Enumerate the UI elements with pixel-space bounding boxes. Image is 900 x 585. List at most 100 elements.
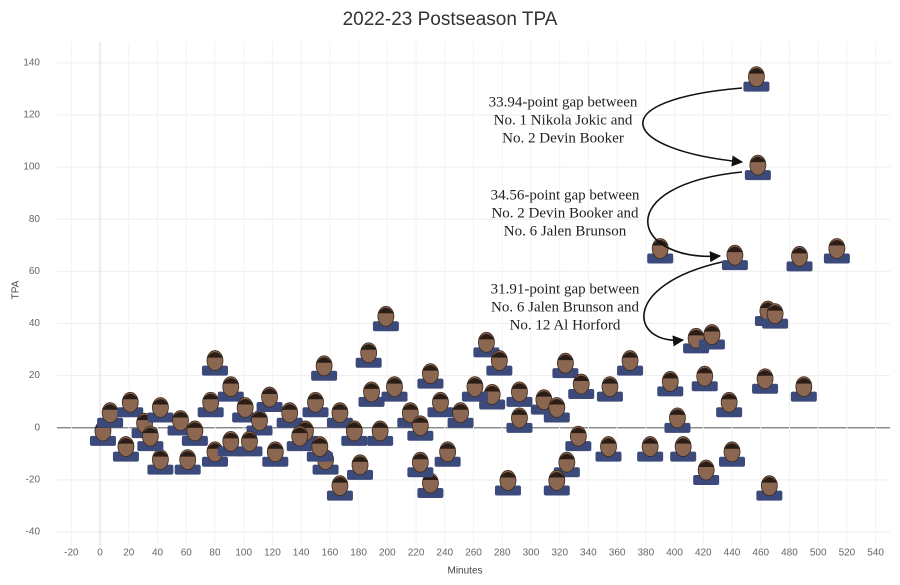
player-point bbox=[201, 350, 228, 376]
player-point bbox=[174, 449, 201, 475]
x-tick-label: 360 bbox=[609, 548, 626, 559]
x-tick-label: 500 bbox=[810, 548, 827, 559]
hair bbox=[622, 352, 639, 358]
player-point bbox=[326, 475, 353, 501]
hair bbox=[511, 383, 528, 389]
hair bbox=[511, 409, 528, 415]
y-tick-label: -40 bbox=[26, 527, 41, 538]
annotation-line: No. 12 Al Horford bbox=[510, 317, 621, 333]
annotation-line: 34.56-point gap between bbox=[491, 187, 640, 203]
chart-title: 2022-23 Postseason TPA bbox=[343, 9, 558, 30]
player-point bbox=[486, 350, 513, 376]
player-point bbox=[355, 342, 382, 368]
player-point bbox=[167, 410, 194, 436]
grid: -40 -20 0 20 40 60 80 100 120 140 -20 0 20 40 60 80 100 1… bbox=[23, 42, 890, 559]
player-point bbox=[367, 420, 394, 446]
player-point bbox=[181, 420, 208, 446]
x-tick-label: 100 bbox=[235, 548, 252, 559]
hair bbox=[662, 372, 679, 379]
player-point bbox=[341, 420, 368, 446]
hair bbox=[346, 422, 363, 428]
hair bbox=[222, 432, 239, 439]
hair bbox=[186, 422, 203, 428]
y-tick-label: 40 bbox=[29, 318, 41, 329]
player-point bbox=[347, 454, 374, 480]
annotation-line: No. 6 Jalen Brunson bbox=[504, 223, 627, 239]
hair bbox=[179, 451, 196, 457]
player-point bbox=[752, 368, 779, 394]
player-point bbox=[137, 425, 164, 452]
hair bbox=[548, 471, 565, 478]
y-tick-label: 120 bbox=[23, 110, 40, 121]
arrow bbox=[646, 171, 743, 263]
hair bbox=[570, 427, 587, 434]
hair bbox=[241, 432, 258, 439]
hair bbox=[675, 438, 692, 444]
x-tick-label: -20 bbox=[64, 548, 79, 559]
player-point bbox=[664, 407, 691, 433]
hair bbox=[749, 156, 766, 163]
hair bbox=[721, 393, 738, 400]
y-tick-label: 80 bbox=[29, 214, 41, 225]
hair bbox=[352, 456, 369, 462]
player-point bbox=[762, 303, 789, 329]
hair bbox=[281, 404, 298, 410]
hair bbox=[206, 352, 223, 358]
hair bbox=[222, 378, 239, 384]
x-tick-label: 540 bbox=[867, 548, 884, 559]
hair bbox=[412, 453, 429, 460]
hair bbox=[484, 385, 501, 392]
hair bbox=[642, 438, 659, 444]
hair bbox=[452, 404, 469, 410]
player-point bbox=[372, 305, 399, 332]
hair bbox=[360, 344, 377, 350]
hair bbox=[412, 417, 429, 423]
player-point bbox=[217, 376, 244, 402]
hair bbox=[703, 326, 720, 332]
player-point bbox=[595, 436, 622, 462]
player-point bbox=[217, 430, 244, 457]
annotation-line: No. 2 Devin Booker bbox=[502, 130, 624, 146]
hair bbox=[600, 438, 617, 444]
hair bbox=[122, 393, 139, 400]
annotations: 33.94-point gap between No. 1 Nikola Joki… bbox=[489, 94, 640, 333]
player-point bbox=[543, 397, 570, 423]
hair bbox=[601, 378, 618, 384]
y-tick-label: 20 bbox=[29, 370, 41, 381]
hair bbox=[478, 333, 495, 340]
x-tick-label: 320 bbox=[551, 548, 568, 559]
hair bbox=[499, 471, 516, 478]
x-tick-label: 160 bbox=[322, 548, 339, 559]
hair bbox=[439, 443, 456, 449]
annotation-line: 31.91-point gap between bbox=[491, 281, 640, 297]
player-point bbox=[358, 381, 385, 407]
player-point bbox=[407, 451, 434, 478]
hair bbox=[669, 409, 686, 415]
player-point bbox=[698, 324, 725, 350]
player-point bbox=[693, 459, 720, 486]
hair bbox=[535, 391, 552, 397]
player-point bbox=[494, 470, 521, 496]
player-point bbox=[286, 425, 313, 452]
player-point bbox=[596, 376, 623, 402]
x-tick-label: 240 bbox=[436, 548, 453, 559]
hair bbox=[466, 378, 483, 384]
player-point bbox=[506, 407, 533, 433]
hair bbox=[557, 354, 574, 361]
hair bbox=[432, 393, 449, 400]
player-point bbox=[565, 425, 592, 452]
player-point bbox=[657, 371, 684, 397]
x-tick-label: 480 bbox=[781, 548, 798, 559]
hair bbox=[696, 367, 713, 374]
player-point bbox=[506, 381, 533, 407]
hair bbox=[261, 388, 278, 395]
player-point bbox=[721, 244, 748, 271]
x-tick-label: 20 bbox=[123, 548, 135, 559]
annotation-line: No. 6 Jalen Brunson and bbox=[491, 299, 639, 315]
hair bbox=[152, 398, 169, 405]
hair bbox=[102, 404, 119, 410]
hair bbox=[291, 427, 308, 434]
hair bbox=[152, 451, 169, 457]
hair bbox=[372, 422, 389, 428]
